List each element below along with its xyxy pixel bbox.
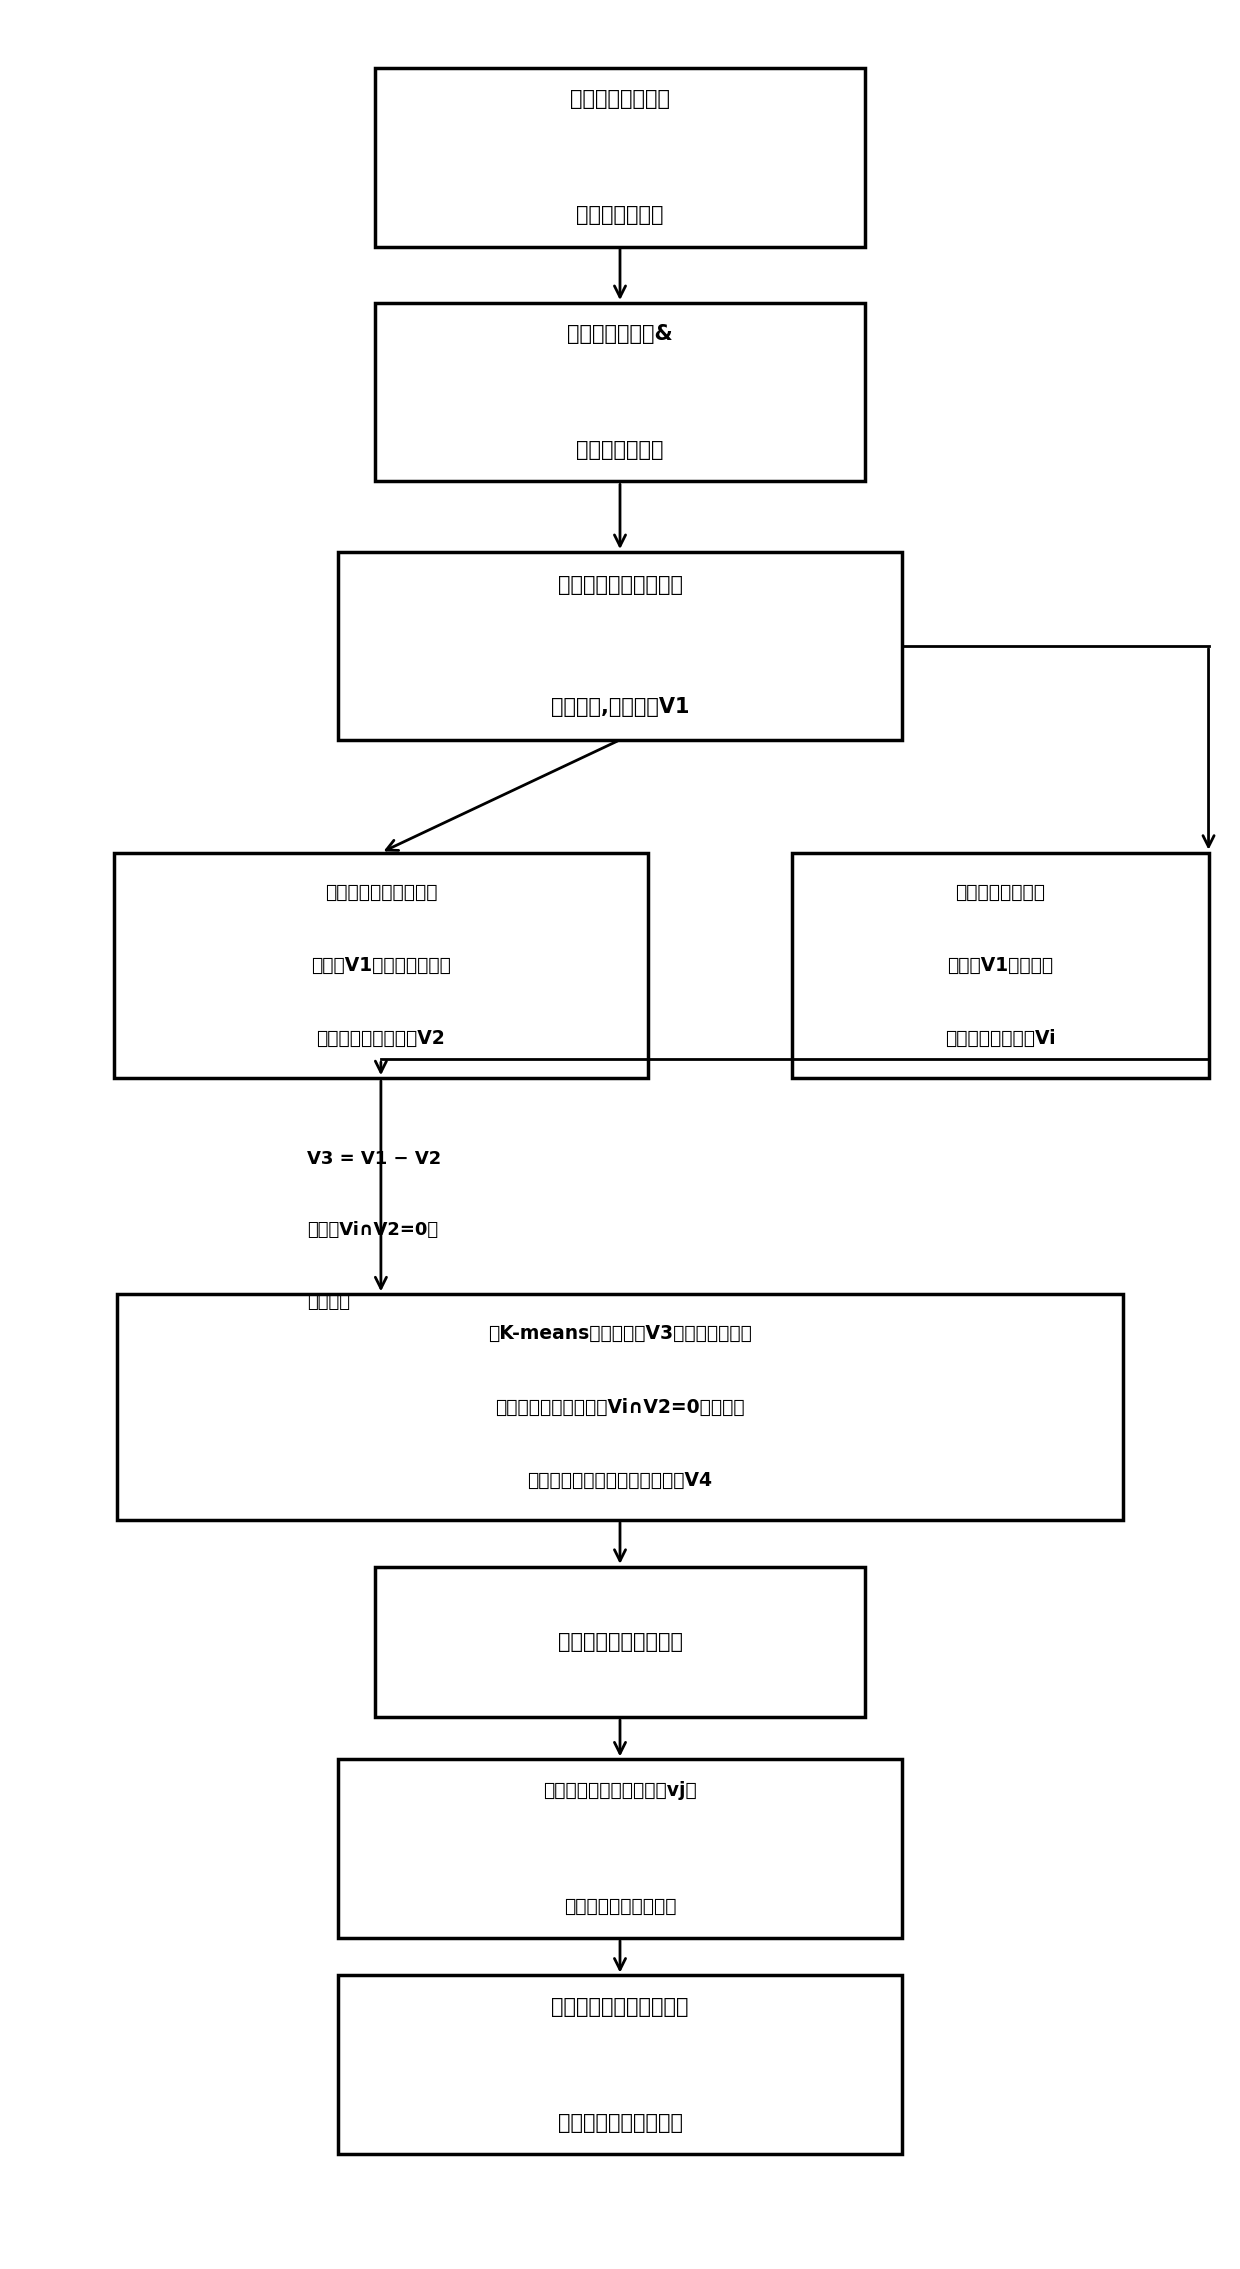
Text: 用距离分析法为每一个Vi∩V2=0的关键路: 用距离分析法为每一个Vi∩V2=0的关键路 [495,1398,745,1416]
FancyBboxPatch shape [339,1758,901,1938]
FancyBboxPatch shape [339,1976,901,2153]
Text: 刻获得关键路段: 刻获得关键路段 [577,204,663,225]
FancyBboxPatch shape [374,1566,866,1718]
Text: 号，对V1中的车辆: 号，对V1中的车辆 [947,955,1053,976]
Text: 确定感知节点选取方案: 确定感知节点选取方案 [558,1631,682,1652]
Text: 云平台挑选满足感知条: 云平台挑选满足感知条 [558,574,682,594]
Text: 等级划分及可视化处理: 等级划分及可视化处理 [558,2112,682,2133]
Text: 关键路段交通运行状况的: 关键路段交通运行状况的 [552,1997,688,2017]
FancyBboxPatch shape [374,68,866,247]
Text: 件的车辆,得到集合V1: 件的车辆,得到集合V1 [551,697,689,717]
Text: V3 = V1 − V2: V3 = V1 − V2 [308,1150,441,1169]
Text: 云平台根据当前时: 云平台根据当前时 [570,88,670,109]
Text: 感知任务的下发&: 感知任务的下发& [567,324,673,345]
Text: 性，从V1中选择位于关键: 性，从V1中选择位于关键 [311,955,451,976]
Text: 计算单辆车路段行程速度vj；: 计算单辆车路段行程速度vj； [543,1781,697,1799]
Text: 匹配路段属性和车辆属: 匹配路段属性和车辆属 [325,883,438,901]
Text: 段选择合适的车辆群；得到集合V4: 段选择合适的车辆群；得到集合V4 [527,1470,713,1491]
Text: 用K-means聚类算法从V3中挑选车辆群；: 用K-means聚类算法从V3中挑选车辆群； [489,1325,751,1343]
FancyBboxPatch shape [791,853,1209,1078]
FancyBboxPatch shape [118,1293,1122,1520]
FancyBboxPatch shape [339,551,901,740]
Text: 挑选出Vi∩V2=0的: 挑选出Vi∩V2=0的 [308,1221,439,1239]
Text: 车辆反馈的上传: 车辆反馈的上传 [577,440,663,461]
Text: 关键路段: 关键路段 [308,1293,351,1311]
FancyBboxPatch shape [114,853,647,1078]
Text: 按照关键路段的编: 按照关键路段的编 [955,883,1045,901]
Text: 计算路段平均行程速度: 计算路段平均行程速度 [564,1897,676,1915]
FancyBboxPatch shape [374,304,866,481]
Text: 进行分类，得集合Vi: 进行分类，得集合Vi [945,1030,1055,1048]
Text: 路段的车辆，得集合V2: 路段的车辆，得集合V2 [316,1030,445,1048]
